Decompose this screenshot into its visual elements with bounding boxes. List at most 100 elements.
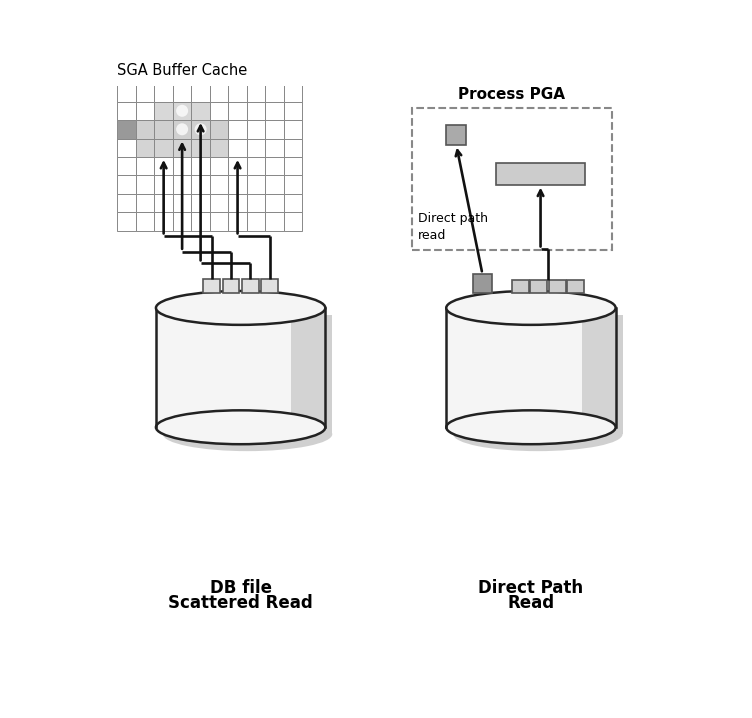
Bar [154, 83, 173, 101]
Bar [163, 315, 332, 434]
Bar [284, 157, 302, 175]
Bar [496, 163, 585, 185]
Bar [567, 280, 584, 292]
Bar [411, 108, 612, 250]
Bar [210, 194, 229, 213]
Bar [117, 157, 136, 175]
Bar [117, 83, 136, 101]
Bar [473, 274, 492, 292]
Bar [117, 213, 136, 231]
Bar [284, 101, 302, 120]
Bar [191, 213, 210, 231]
Bar [265, 175, 284, 194]
Bar [292, 308, 326, 427]
Bar [284, 120, 302, 139]
Bar [117, 101, 136, 120]
Bar [284, 83, 302, 101]
Bar [261, 279, 278, 292]
Bar [154, 101, 173, 120]
Bar [173, 139, 191, 157]
Text: Read: Read [508, 594, 554, 612]
Bar [210, 157, 229, 175]
Text: Process PGA: Process PGA [458, 87, 566, 101]
Bar [223, 279, 239, 292]
Bar [247, 83, 265, 101]
Ellipse shape [446, 410, 616, 444]
Ellipse shape [446, 291, 616, 325]
Bar [265, 83, 284, 101]
Ellipse shape [176, 105, 188, 117]
Bar [229, 213, 247, 231]
Bar [582, 308, 616, 427]
Bar [229, 139, 247, 157]
Bar [136, 194, 154, 213]
Bar [284, 194, 302, 213]
Bar [191, 83, 210, 101]
Bar [203, 279, 220, 292]
Bar [446, 308, 616, 427]
Bar [173, 83, 191, 101]
Bar [229, 194, 247, 213]
Bar [210, 101, 229, 120]
Ellipse shape [176, 123, 188, 135]
Bar [210, 139, 229, 157]
Bar [229, 83, 247, 101]
Bar [265, 120, 284, 139]
Ellipse shape [195, 123, 207, 135]
Ellipse shape [453, 417, 623, 451]
Bar [154, 139, 173, 157]
Bar [247, 194, 265, 213]
Text: SGA Buffer Cache: SGA Buffer Cache [117, 63, 247, 78]
Bar [117, 139, 136, 157]
Bar [136, 157, 154, 175]
Bar [549, 280, 566, 292]
Bar [229, 101, 247, 120]
Bar [247, 213, 265, 231]
Bar [210, 83, 229, 101]
Bar [229, 175, 247, 194]
Bar [284, 175, 302, 194]
Bar [453, 315, 623, 434]
Bar [191, 194, 210, 213]
Ellipse shape [156, 410, 326, 444]
Bar [210, 120, 229, 139]
Bar [242, 279, 259, 292]
Text: Direct Path: Direct Path [478, 579, 584, 597]
Bar [154, 157, 173, 175]
Bar [191, 139, 210, 157]
Bar [247, 101, 265, 120]
Bar [247, 139, 265, 157]
Text: Scattered Read: Scattered Read [168, 594, 313, 612]
Bar [265, 101, 284, 120]
Bar [265, 157, 284, 175]
Bar [136, 83, 154, 101]
Bar [173, 101, 191, 120]
Text: DB file: DB file [210, 579, 271, 597]
Bar [173, 157, 191, 175]
Bar [247, 157, 265, 175]
Bar [154, 175, 173, 194]
Bar [136, 120, 154, 139]
Bar [136, 101, 154, 120]
Bar [136, 213, 154, 231]
Bar [265, 139, 284, 157]
Bar [511, 280, 529, 292]
Bar [229, 157, 247, 175]
Bar [247, 120, 265, 139]
Bar [210, 213, 229, 231]
Bar [265, 213, 284, 231]
Bar [210, 175, 229, 194]
Bar [284, 213, 302, 231]
Bar [265, 194, 284, 213]
Ellipse shape [156, 291, 326, 325]
Bar [156, 308, 326, 427]
Bar [154, 120, 173, 139]
Bar [136, 175, 154, 194]
Bar [530, 280, 547, 292]
Bar [284, 139, 302, 157]
Bar [117, 120, 136, 139]
Bar [229, 120, 247, 139]
Bar [191, 101, 210, 120]
Text: Direct path
read: Direct path read [418, 212, 488, 242]
Bar [191, 120, 210, 139]
